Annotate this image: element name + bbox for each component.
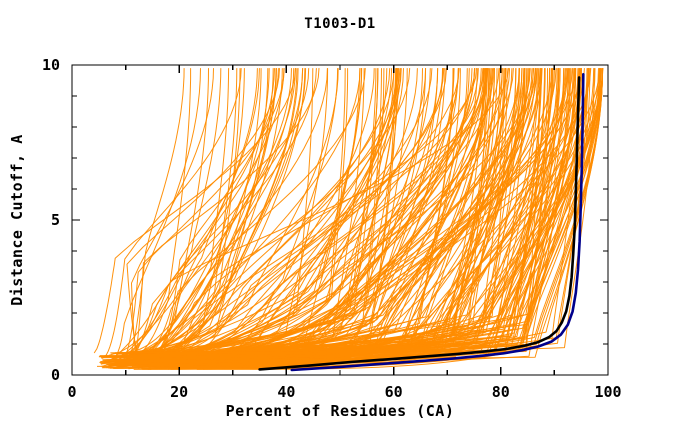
ensemble-curve bbox=[119, 68, 525, 359]
y-tick-label: 10 bbox=[42, 56, 60, 74]
ensemble-curve bbox=[153, 68, 575, 363]
ensemble-curve bbox=[128, 68, 185, 357]
highlight-curve-reference_model_blue bbox=[290, 73, 585, 372]
ensemble-curve bbox=[169, 68, 604, 356]
x-axis-title: Percent of Residues (CA) bbox=[226, 402, 455, 420]
x-tick-label: 80 bbox=[492, 383, 510, 401]
axis-labels-layer: 0 20 40 60 80 100 0 5 10 bbox=[42, 56, 622, 401]
axes-layer bbox=[71, 64, 609, 376]
ensemble-curve bbox=[156, 68, 366, 361]
ensemble-curve bbox=[126, 68, 531, 354]
ensemble-curve bbox=[116, 68, 402, 354]
ensemble-curve bbox=[124, 68, 339, 361]
y-tick-label: 5 bbox=[51, 211, 60, 229]
x-tick-label: 0 bbox=[67, 383, 76, 401]
ensemble-curve bbox=[101, 68, 307, 367]
ensemble-curve bbox=[155, 68, 439, 354]
ensemble-curve bbox=[126, 68, 280, 360]
x-tick-label: 20 bbox=[170, 383, 188, 401]
ensemble-curve bbox=[196, 68, 604, 370]
ensemble-curve bbox=[117, 68, 473, 355]
highlight-curve-best_model_black bbox=[258, 76, 581, 371]
ensemble-curve bbox=[118, 68, 245, 365]
ensemble-curve bbox=[93, 68, 296, 354]
y-axis-title: Distance Cutoff, A bbox=[8, 134, 26, 306]
ensemble-curve bbox=[145, 68, 495, 366]
x-tick-label: 100 bbox=[594, 383, 621, 401]
ensemble-curve bbox=[128, 68, 328, 353]
ensemble-curve bbox=[131, 68, 214, 359]
ensemble-curve bbox=[146, 68, 604, 366]
page-title: T1003-D1 bbox=[304, 16, 375, 32]
ensemble-curve bbox=[176, 68, 529, 355]
ensemble-curve bbox=[102, 68, 295, 358]
ensemble-curve bbox=[110, 68, 511, 354]
ensemble-curve bbox=[113, 68, 514, 362]
ensemble-curve bbox=[134, 68, 192, 357]
data-curves-layer bbox=[93, 68, 604, 372]
ensemble-curve bbox=[101, 68, 242, 360]
ensemble-curve bbox=[144, 68, 489, 366]
x-tick-label: 60 bbox=[385, 383, 403, 401]
ensemble-curve bbox=[127, 68, 565, 368]
ensemble-curve bbox=[232, 68, 582, 355]
ensemble-curve bbox=[129, 68, 363, 364]
ensemble-curve bbox=[134, 68, 492, 361]
x-tick-label: 40 bbox=[277, 383, 295, 401]
y-tick-label: 0 bbox=[51, 366, 60, 384]
